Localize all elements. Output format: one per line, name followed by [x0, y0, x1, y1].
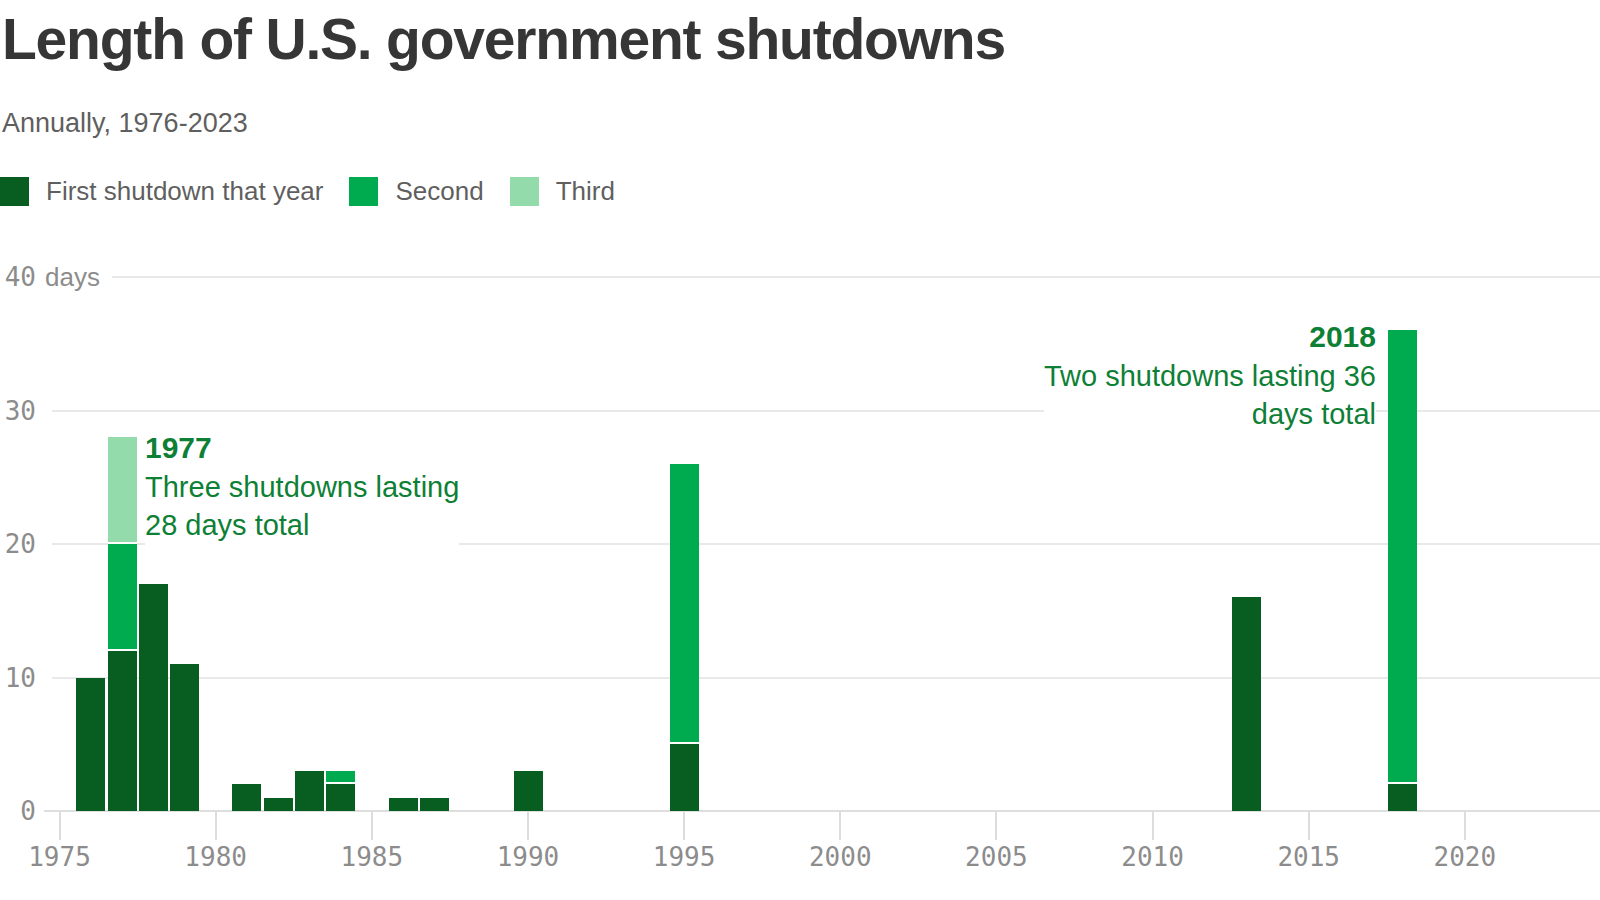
bar-1977-segment-2	[108, 544, 137, 651]
annotation-1977-year: 1977	[145, 429, 459, 468]
annotation-2018-year: 2018	[1044, 318, 1376, 357]
bar-1982-segment-1	[264, 798, 293, 811]
bar-1984-segment-2	[326, 771, 355, 784]
x-tick-label-2020: 2020	[1415, 842, 1515, 872]
x-tick-label-2015: 2015	[1259, 842, 1359, 872]
bar-1990-segment-1	[514, 771, 543, 811]
annotation-1977: 1977 Three shutdowns lasting 28 days tot…	[145, 429, 459, 545]
bar-2013-segment-1	[1232, 597, 1261, 811]
bar-1979-segment-1	[170, 664, 199, 811]
x-tick-2010	[1152, 812, 1154, 840]
bar-1976-segment-1	[76, 678, 105, 812]
y-tick-label-40: 40	[0, 262, 36, 292]
bar-1981-segment-1	[232, 784, 261, 811]
x-tick-label-2000: 2000	[790, 842, 890, 872]
x-tick-label-1995: 1995	[634, 842, 734, 872]
bar-1986-segment-1	[389, 798, 418, 811]
y-tick-label-30: 30	[0, 396, 36, 426]
x-tick-1990	[527, 812, 529, 840]
bar-1995-segment-1	[670, 744, 699, 811]
bar-2018-segment-2	[1388, 330, 1417, 784]
annotation-1977-line2: 28 days total	[145, 506, 459, 545]
y-axis-unit-label: days	[45, 262, 100, 292]
x-tick-1995	[683, 812, 685, 840]
x-tick-2020	[1464, 812, 1466, 840]
x-tick-2000	[839, 812, 841, 840]
x-tick-label-1990: 1990	[478, 842, 578, 872]
x-tick-1980	[215, 812, 217, 840]
annotation-2018: 2018 Two shutdowns lasting 36 days total	[1044, 318, 1376, 434]
x-tick-label-1985: 1985	[322, 842, 422, 872]
gridline-40	[112, 276, 1600, 278]
bar-1978-segment-1	[139, 584, 168, 811]
bar-1995-segment-2	[670, 464, 699, 744]
x-tick-label-1980: 1980	[166, 842, 266, 872]
x-tick-1985	[371, 812, 373, 840]
x-tick-label-1975: 1975	[10, 842, 110, 872]
x-tick-1975	[59, 812, 61, 840]
bar-1984-segment-1	[326, 784, 355, 811]
bar-1977-segment-1	[108, 651, 137, 811]
bar-1977-segment-3	[108, 437, 137, 544]
x-tick-label-2005: 2005	[946, 842, 1046, 872]
shutdowns-chart-figure: Length of U.S. government shutdowns Annu…	[0, 0, 1600, 900]
y-tick-label-0: 0	[0, 796, 36, 826]
x-tick-2005	[995, 812, 997, 840]
bar-2018-segment-1	[1388, 784, 1417, 811]
annotation-1977-line1: Three shutdowns lasting	[145, 468, 459, 507]
x-tick-label-2010: 2010	[1103, 842, 1203, 872]
bar-1987-segment-1	[420, 798, 449, 811]
annotation-2018-line1: Two shutdowns lasting 36	[1044, 357, 1376, 396]
x-tick-2015	[1308, 812, 1310, 840]
y-tick-label-20: 20	[0, 529, 36, 559]
y-tick-label-10: 10	[0, 663, 36, 693]
bar-1983-segment-1	[295, 771, 324, 811]
annotation-2018-line2: days total	[1044, 395, 1376, 434]
gridline-10	[52, 677, 1600, 679]
